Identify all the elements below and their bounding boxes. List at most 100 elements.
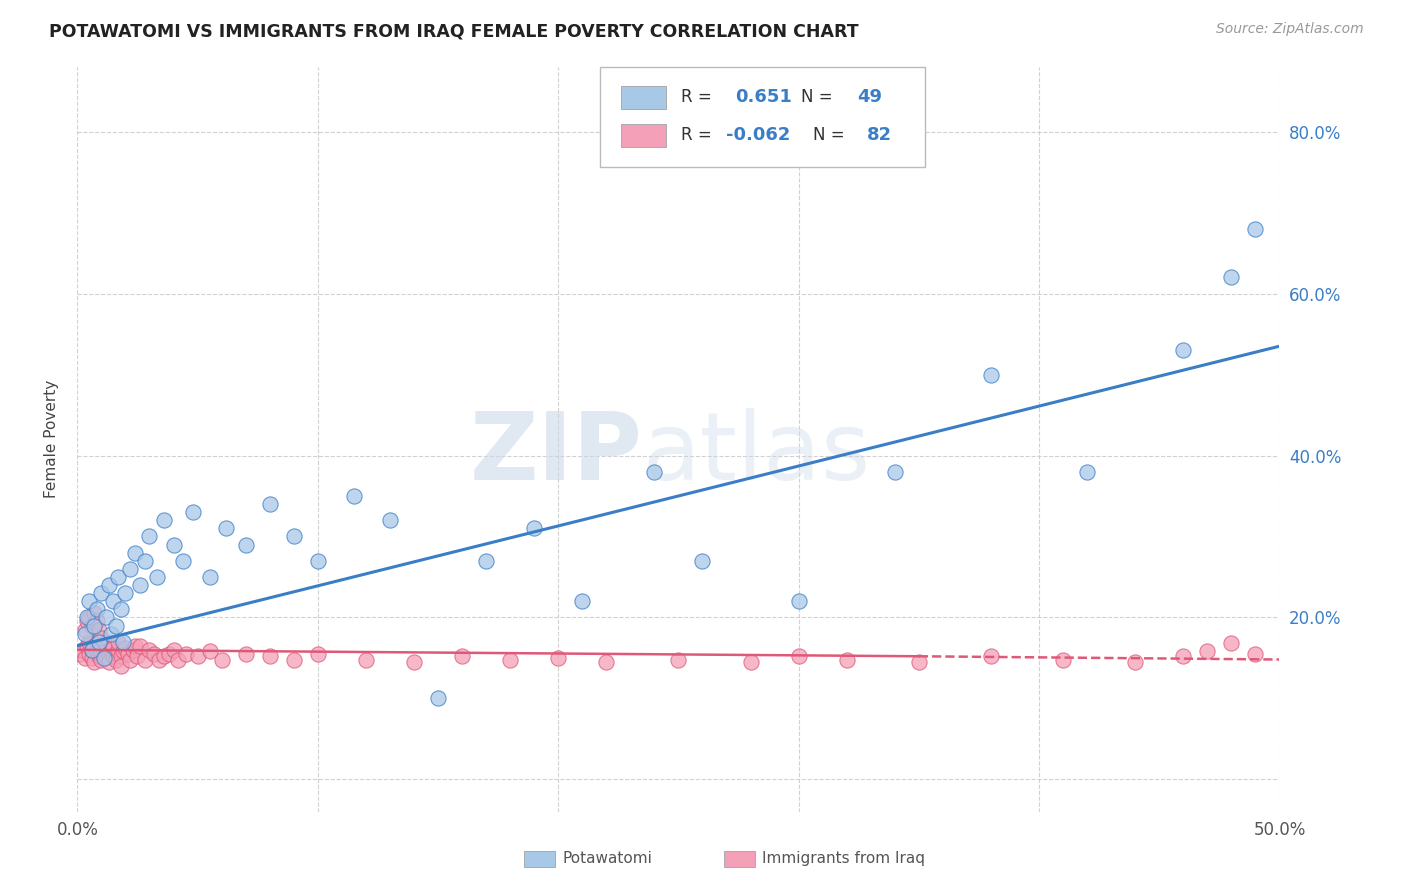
Point: [121, 642, 143, 657]
Point: [96, 649, 118, 664]
Point: [70, 642, 93, 657]
Point: [167, 652, 190, 666]
Point: [378, 513, 401, 527]
Point: [148, 652, 170, 666]
Point: [107, 634, 129, 648]
Point: [73, 626, 96, 640]
Point: [83, 618, 105, 632]
Point: [104, 647, 127, 661]
Point: [107, 570, 129, 584]
Point: [307, 647, 329, 661]
Point: [103, 649, 125, 664]
Text: □: □: [527, 848, 546, 868]
Point: [128, 639, 150, 653]
Point: [427, 691, 450, 706]
Point: [76, 615, 98, 629]
Point: [124, 639, 146, 653]
Point: [80, 642, 103, 657]
Point: [354, 652, 377, 666]
Point: [1173, 343, 1195, 358]
Point: [283, 529, 305, 543]
Point: [186, 649, 209, 664]
Point: [90, 586, 112, 600]
Point: [475, 554, 498, 568]
Point: [211, 652, 233, 666]
Point: [73, 651, 96, 665]
Point: [172, 554, 194, 568]
Text: 82: 82: [868, 127, 893, 145]
Point: [86, 602, 108, 616]
Text: ZIP: ZIP: [470, 409, 643, 500]
Point: [980, 368, 1002, 382]
Point: [110, 649, 132, 664]
Point: [73, 623, 96, 637]
Point: [547, 651, 569, 665]
Point: [1123, 655, 1146, 669]
Point: [1173, 649, 1195, 664]
Point: [595, 655, 617, 669]
Point: [835, 652, 858, 666]
Point: [143, 647, 166, 661]
Point: [643, 465, 665, 479]
Point: [162, 537, 184, 551]
Point: [134, 652, 156, 666]
Point: [124, 546, 146, 560]
Point: [93, 634, 115, 648]
Point: [787, 594, 810, 608]
Point: [80, 642, 103, 657]
Point: [668, 652, 690, 666]
Text: 49: 49: [858, 88, 883, 106]
Point: [79, 594, 101, 608]
Text: N =: N =: [813, 127, 849, 145]
Point: [76, 610, 98, 624]
Point: [908, 655, 931, 669]
Point: [87, 623, 110, 637]
Point: [104, 652, 127, 666]
Text: R =: R =: [681, 88, 717, 106]
Point: [138, 529, 160, 543]
Point: [86, 636, 108, 650]
Point: [451, 649, 474, 664]
Point: [692, 554, 714, 568]
Point: [114, 641, 136, 656]
Point: [97, 655, 120, 669]
Point: [883, 465, 905, 479]
Point: [134, 554, 156, 568]
Point: [100, 626, 122, 640]
Text: Source: ZipAtlas.com: Source: ZipAtlas.com: [1216, 22, 1364, 37]
Point: [174, 647, 197, 661]
Point: [103, 594, 125, 608]
Point: [307, 554, 329, 568]
Point: [110, 659, 132, 673]
Point: [79, 634, 101, 648]
Point: [100, 636, 122, 650]
Point: [1244, 647, 1267, 661]
Point: [93, 651, 115, 665]
Point: [69, 647, 91, 661]
Point: [76, 639, 98, 653]
Point: [90, 647, 112, 661]
Point: [97, 647, 120, 661]
Point: [499, 652, 522, 666]
Text: 0.651: 0.651: [735, 88, 792, 106]
Point: [198, 644, 221, 658]
Point: [153, 649, 176, 664]
Point: [96, 641, 118, 656]
Point: [1052, 652, 1074, 666]
Point: [87, 634, 110, 648]
Point: [107, 642, 129, 657]
Point: [128, 578, 150, 592]
Point: [83, 655, 105, 669]
Point: [90, 652, 112, 666]
Point: [138, 642, 160, 657]
Point: [740, 655, 762, 669]
Point: [157, 647, 180, 661]
Point: [93, 642, 115, 657]
Point: [259, 649, 281, 664]
Point: [1220, 636, 1243, 650]
Text: N =: N =: [801, 88, 838, 106]
Point: [235, 537, 257, 551]
Point: [283, 652, 305, 666]
Point: [343, 489, 366, 503]
Point: [1197, 644, 1219, 658]
